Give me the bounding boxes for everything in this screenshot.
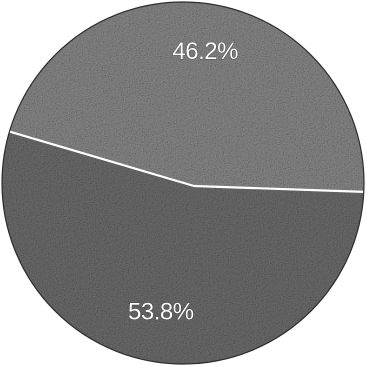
slice-label-1: 46.2% xyxy=(172,38,238,65)
slice-labels: 46.2% 53.8% xyxy=(128,38,239,326)
slice-dividers xyxy=(8,130,365,193)
slice-label-2: 53.8% xyxy=(128,299,194,326)
pie-slice-1 xyxy=(9,1,364,192)
slice-divider xyxy=(8,130,365,193)
